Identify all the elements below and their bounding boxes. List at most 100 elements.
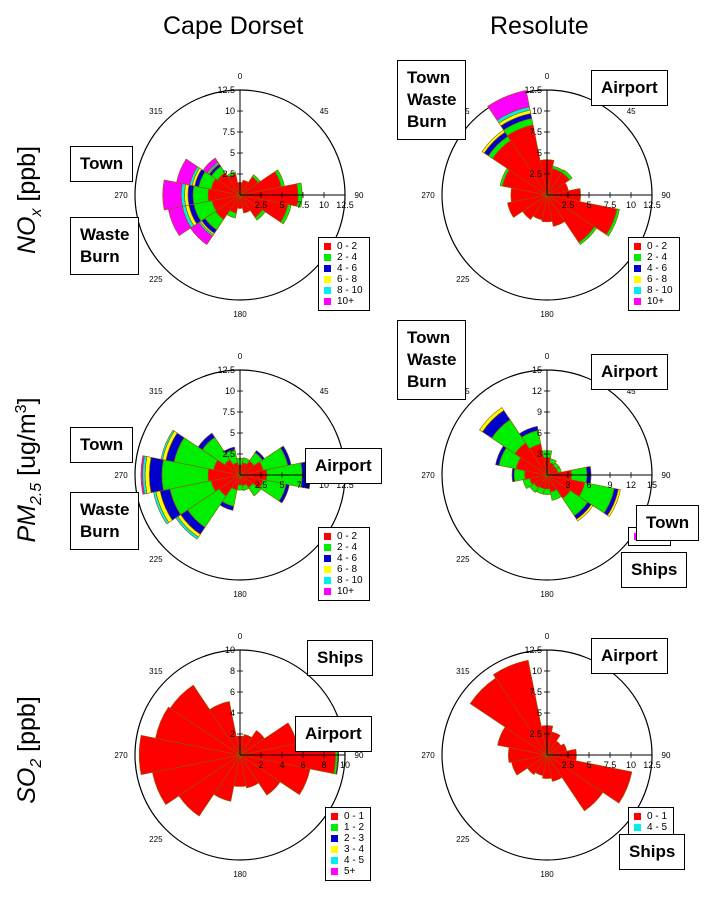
legend-entry: 8 - 10 [634,285,673,296]
sector-157.5-bin-1 [550,489,562,501]
windrose-resolute-pm25: 3366991212151504590180225270315 [412,352,707,625]
tick-label-east: 12.5 [336,480,354,490]
legend-entry: 4 - 6 [324,553,363,564]
tick-label-east: 2.5 [255,480,268,490]
legend-swatch [331,813,338,820]
sector-247.5-bin-0 [507,194,548,218]
sector-135-bin-3 [576,504,594,522]
sector-45-bin-1 [561,169,573,181]
legend-label: 2 - 3 [344,833,365,844]
legend-swatch [324,566,331,573]
svg-text:SO2 [ppb]: SO2 [ppb] [13,696,45,804]
tick-label-north: 5 [537,148,542,158]
tick-label-north: 10 [532,106,542,116]
sector-112.5-bin-3 [607,488,621,518]
row-label-nox: NOx [ppb] [2,60,45,340]
tick-label-north: 2.5 [529,169,542,179]
windrose-cape-dorset-pm25: 2.52.5557.57.5101012.512.504590180225270… [105,352,425,625]
direction-label-180: 180 [233,870,247,879]
row-label-pm25-unit-sup: 3 [13,404,30,413]
direction-label-90: 90 [662,471,671,480]
legend-swatch [634,254,641,261]
sector-157.5-bin-0 [546,194,566,227]
direction-label-180: 180 [233,590,247,599]
legend-entry: 1 - 2 [331,822,364,833]
legend-label: 2 - 4 [647,252,668,263]
tick-label-east: 5 [279,480,284,490]
tick-label-north: 12 [532,386,542,396]
legend-label: 0 - 2 [337,531,358,542]
tick-label-north: 10 [225,386,235,396]
legend-swatch [324,555,331,562]
tick-label-east: 10 [319,200,329,210]
sector-112.5-bin-2 [278,483,290,504]
tick-label-east: 12.5 [336,200,354,210]
tick-label-north: 4 [230,708,235,718]
legend-swatch [331,835,338,842]
sector-270-bin-5 [140,455,145,495]
windrose-cape-dorset-nox: 2.5 2.5 5 5 7.5 7.5 10 10 12.5 12.5 0 45 90 180 225 270… [105,72,425,345]
tick-label-east: 12 [626,480,636,490]
callout-resolute-pm25-airport: Airport [591,354,668,390]
windrose-svg: 2.52.5557.57.5101012.512.504590180225270… [114,72,364,319]
legend-swatch [331,824,338,831]
windrose-svg: 22446688101004590180225270315 [114,632,364,879]
legend-label: 4 - 6 [337,263,358,274]
tick-label-east: 12.5 [643,760,661,770]
direction-label-0: 0 [238,72,243,81]
legend-swatch [331,857,338,864]
row-label-so2-base: SO [13,768,41,804]
direction-label-315: 315 [456,667,470,676]
tick-label-east: 10 [626,760,636,770]
direction-label-90: 90 [662,751,671,760]
direction-label-45: 45 [627,107,636,116]
direction-label-315: 315 [149,387,163,396]
tick-label-north: 12.5 [217,365,235,375]
windrose-svg: 2.52.5557.57.5101012.512.504590180225270… [421,72,671,319]
tick-label-north: 2.5 [222,169,235,179]
sector-270-bin-2 [187,184,195,206]
tick-label-east: 10 [319,480,329,490]
sector-135-bin-1 [247,482,262,497]
legend-label: 8 - 10 [647,285,673,296]
legend-swatch [324,243,331,250]
tick-label-east: 3 [565,480,570,490]
legend-swatch [634,298,641,305]
tick-label-east: 7.5 [604,200,617,210]
tick-label-north: 10 [225,106,235,116]
tick-label-north: 2.5 [222,449,235,459]
sector-337.5-bin-0 [209,701,241,756]
legend-label: 3 - 4 [344,844,365,855]
direction-label-225: 225 [149,275,163,284]
row-label-pm25-base: PM [13,505,41,543]
legend-swatch [331,846,338,853]
legend-label: 10+ [647,296,664,307]
tick-label-north: 15 [532,365,542,375]
sector-157.5-bin-0 [239,194,251,214]
callout-cape-dorset-nox-town: Town [70,146,134,182]
tick-label-east: 2.5 [562,760,575,770]
sector-157.5-bin-0 [239,754,260,789]
sector-337.5-bin-2 [223,446,236,454]
legend-entry: 4 - 6 [324,263,363,274]
sector-135-bin-1 [254,209,266,221]
sector-292.5-bin-4 [160,429,175,460]
legend-label: 0 - 2 [337,241,358,252]
direction-label-180: 180 [540,310,554,319]
tick-label-north: 2.5 [529,729,542,739]
legend-entry: 4 - 6 [634,263,673,274]
tick-label-north: 7.5 [222,127,235,137]
legend-entry: 3 - 4 [331,844,364,855]
direction-label-90: 90 [355,191,364,200]
direction-label-225: 225 [456,555,470,564]
legend-label: 6 - 8 [647,274,668,285]
direction-label-180: 180 [233,310,247,319]
direction-label-0: 0 [545,352,550,361]
direction-label-180: 180 [540,590,554,599]
direction-label-270: 270 [114,191,128,200]
legend-entry: 10+ [634,296,673,307]
direction-label-90: 90 [355,751,364,760]
legend-entry: 6 - 8 [324,564,363,575]
